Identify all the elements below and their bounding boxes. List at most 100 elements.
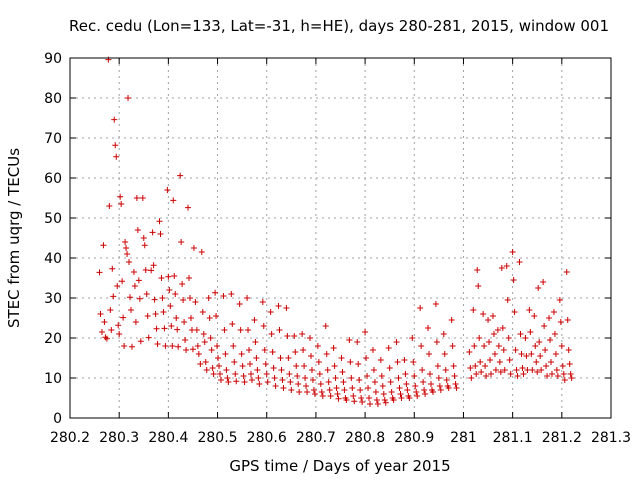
- data-points: [96, 56, 575, 407]
- data-point: [388, 389, 395, 395]
- data-point: [135, 277, 142, 284]
- data-point: [268, 331, 275, 337]
- data-point: [158, 275, 165, 281]
- data-point: [169, 343, 176, 349]
- data-point: [363, 355, 370, 361]
- data-point: [183, 347, 190, 353]
- data-point: [259, 299, 266, 305]
- data-point: [358, 395, 365, 401]
- data-point: [332, 375, 339, 381]
- data-point: [509, 249, 516, 255]
- data-point: [382, 399, 389, 406]
- data-point: [418, 343, 425, 349]
- data-point: [299, 331, 306, 337]
- data-point: [333, 385, 340, 391]
- data-point: [247, 371, 254, 377]
- data-point: [346, 337, 353, 343]
- data-point: [377, 357, 384, 363]
- data-point: [231, 359, 238, 365]
- data-point: [419, 367, 426, 373]
- data-point: [192, 299, 199, 305]
- data-point: [440, 331, 447, 337]
- data-point: [374, 401, 381, 407]
- x-tick-label: 281.2: [542, 430, 582, 446]
- data-point: [420, 379, 427, 385]
- data-point: [498, 265, 505, 271]
- data-point: [141, 242, 148, 249]
- data-point: [409, 335, 416, 341]
- data-point: [140, 235, 147, 241]
- data-point: [496, 359, 503, 365]
- data-point: [264, 379, 271, 385]
- data-point: [310, 387, 317, 393]
- data-point: [121, 343, 128, 349]
- plot-frame: [69, 57, 612, 419]
- data-point: [534, 369, 541, 375]
- data-point: [395, 375, 402, 381]
- data-point: [114, 283, 121, 289]
- data-point: [511, 309, 518, 315]
- data-point: [125, 95, 132, 101]
- data-point: [309, 377, 316, 383]
- data-point: [403, 381, 410, 387]
- data-point: [499, 325, 506, 331]
- data-point: [434, 363, 441, 369]
- data-point: [248, 377, 255, 383]
- data-point: [246, 347, 253, 353]
- data-point: [470, 307, 477, 313]
- data-point: [267, 309, 274, 315]
- data-point: [209, 365, 216, 371]
- data-point: [133, 195, 140, 201]
- x-tick-label: 280.4: [148, 430, 188, 446]
- data-point: [319, 393, 326, 399]
- data-point: [314, 343, 321, 349]
- data-point: [365, 385, 372, 391]
- data-point: [468, 375, 475, 381]
- data-point: [448, 317, 455, 323]
- data-point: [494, 327, 501, 333]
- data-point: [122, 239, 129, 245]
- data-point: [221, 327, 228, 333]
- data-point: [119, 278, 126, 285]
- data-point: [150, 262, 157, 269]
- data-point: [214, 343, 221, 349]
- data-point: [443, 377, 450, 383]
- data-point: [436, 383, 443, 389]
- data-point: [311, 391, 318, 397]
- data-point: [279, 377, 286, 383]
- data-point: [553, 367, 560, 373]
- data-point: [126, 259, 133, 265]
- data-point: [476, 335, 483, 341]
- data-point: [132, 319, 139, 325]
- data-point: [357, 387, 364, 393]
- data-point: [396, 385, 403, 391]
- data-point: [100, 242, 107, 249]
- data-point: [181, 319, 188, 325]
- data-point: [359, 399, 366, 405]
- data-point: [110, 293, 117, 300]
- data-point: [206, 315, 213, 321]
- data-point: [167, 303, 174, 309]
- data-point: [198, 249, 205, 255]
- data-point: [278, 367, 285, 373]
- data-point: [230, 343, 237, 349]
- data-point: [256, 381, 263, 387]
- data-point: [145, 334, 152, 341]
- data-point: [410, 359, 417, 365]
- data-point: [433, 339, 440, 345]
- data-point: [272, 383, 279, 389]
- data-point: [548, 371, 555, 377]
- data-point: [540, 279, 547, 285]
- data-point: [245, 327, 252, 333]
- data-point: [412, 383, 419, 389]
- data-point: [366, 395, 373, 401]
- data-point: [429, 389, 436, 395]
- data-point: [568, 375, 575, 381]
- data-point: [301, 363, 308, 369]
- data-point: [341, 387, 348, 393]
- data-point: [143, 291, 150, 297]
- data-point: [517, 331, 524, 337]
- data-point: [317, 381, 324, 387]
- data-point: [288, 387, 295, 393]
- data-point: [111, 116, 118, 123]
